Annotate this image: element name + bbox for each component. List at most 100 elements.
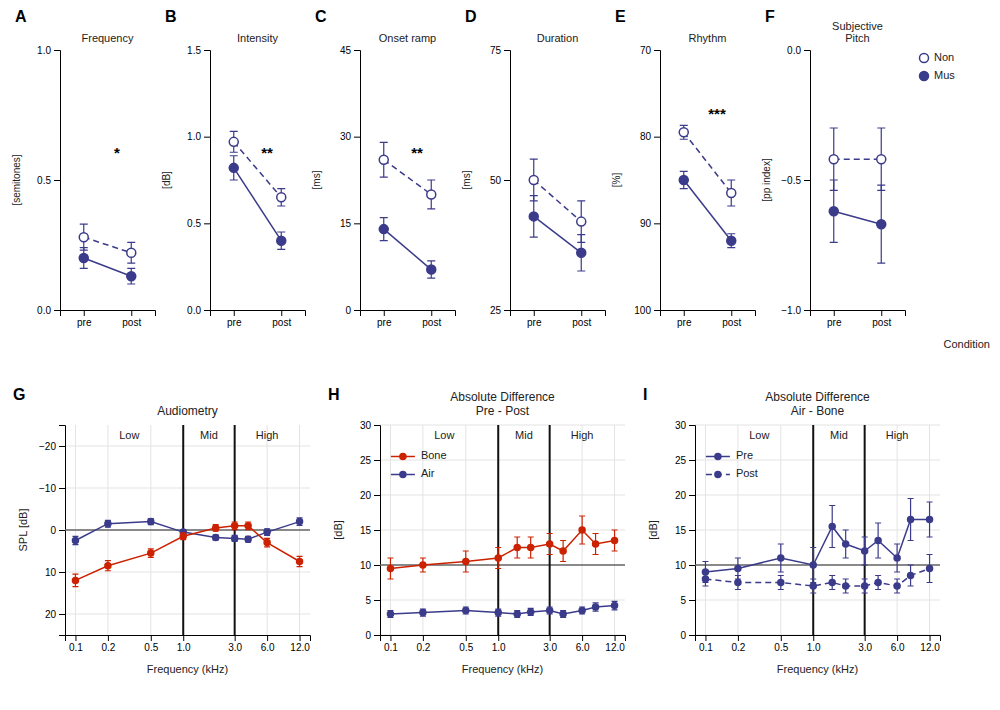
grid-line xyxy=(380,530,625,531)
error-bar xyxy=(427,261,435,278)
grid-line xyxy=(380,495,625,496)
data-point xyxy=(528,545,534,551)
tick-mark xyxy=(59,572,65,573)
data-point xyxy=(379,155,388,164)
data-point xyxy=(727,236,736,245)
error-bar xyxy=(862,537,868,565)
tick-label: 0.5 xyxy=(187,218,201,229)
legend-marker xyxy=(400,472,406,478)
tick-label: 1.5 xyxy=(187,45,201,56)
error-bar xyxy=(127,268,135,284)
y-axis-label: [ms] xyxy=(461,170,472,189)
x-axis: prepost xyxy=(661,310,756,328)
band-label: Mid xyxy=(830,429,848,441)
tick: 10 xyxy=(360,560,380,571)
legend: BoneAir xyxy=(391,449,447,479)
tick-label: 0 xyxy=(50,525,56,536)
tick-label: 0 xyxy=(345,305,351,316)
tick: −10 xyxy=(39,483,65,494)
tick-mark xyxy=(897,635,898,641)
data-point xyxy=(843,583,849,589)
tick-label: 6.0 xyxy=(261,642,275,653)
data-point xyxy=(528,609,534,615)
tick: pre xyxy=(527,310,542,328)
tick: 6.0 xyxy=(891,635,905,653)
legend-item: Post xyxy=(706,467,758,479)
tick-mark xyxy=(204,310,210,311)
data-point xyxy=(105,521,111,527)
error-bar xyxy=(843,579,849,593)
panel: 0.00.51.0prepost*FrequencyA[semitones] xyxy=(11,8,156,328)
title-line: Intensity xyxy=(237,32,278,44)
tick-label: 0.0 xyxy=(787,45,801,56)
title-line: Pre - Post xyxy=(476,404,530,418)
tick: 25 xyxy=(360,455,380,466)
data-point xyxy=(810,583,816,589)
error-bar xyxy=(530,159,538,201)
tick-mark xyxy=(354,223,360,224)
tick-mark xyxy=(59,614,65,615)
data-point xyxy=(560,611,566,617)
data-point xyxy=(427,265,436,274)
significance: *** xyxy=(708,105,726,122)
tick: 1.0 xyxy=(37,45,60,56)
tick-label: 0.5 xyxy=(144,642,158,653)
tick-mark xyxy=(504,310,510,311)
tick: 3.0 xyxy=(858,635,872,653)
tick-label: 6.0 xyxy=(891,642,905,653)
error-bar xyxy=(894,544,900,572)
legend-label: Air xyxy=(421,467,435,479)
tick: 0 xyxy=(50,525,65,536)
grid-line xyxy=(705,425,706,635)
tick-label: 15 xyxy=(360,525,372,536)
grid-line xyxy=(380,425,625,426)
tick: 15 xyxy=(675,525,695,536)
tick: 0.2 xyxy=(731,635,745,653)
legend-label: Non xyxy=(934,51,954,63)
data-point xyxy=(894,555,900,561)
marks xyxy=(695,425,940,635)
tick: pre xyxy=(77,310,92,328)
error-bar xyxy=(547,607,553,614)
grid-line xyxy=(65,488,310,489)
significance: ** xyxy=(411,144,423,161)
tick: post xyxy=(272,310,291,328)
tick-mark xyxy=(59,488,65,489)
data-point xyxy=(495,610,501,616)
tick-mark xyxy=(466,635,467,641)
tick: 1.0 xyxy=(807,635,821,653)
tick-mark xyxy=(738,635,739,641)
tick: 25 xyxy=(675,455,695,466)
tick-mark xyxy=(615,635,616,641)
data-point xyxy=(735,566,741,572)
legend-item: Non xyxy=(920,51,955,63)
error-bar xyxy=(495,609,501,616)
error-bar xyxy=(577,235,585,271)
panel-label: A xyxy=(15,8,27,25)
error-bar xyxy=(680,171,688,188)
tick-label: pre xyxy=(227,317,242,328)
tick: post xyxy=(572,310,591,328)
data-point xyxy=(927,517,933,523)
tick-label: 1.0 xyxy=(807,642,821,653)
y-axis-label: [dB] xyxy=(332,520,344,540)
tick: 1.0 xyxy=(492,635,506,653)
data-point xyxy=(79,233,88,242)
tick-label: 90 xyxy=(640,218,652,229)
grid-line xyxy=(695,530,940,531)
tick-mark xyxy=(930,635,931,641)
tick-label: −1.0 xyxy=(781,305,801,316)
error-bar xyxy=(105,561,111,571)
axis-line xyxy=(804,51,811,311)
band-label: Low xyxy=(749,429,769,441)
data-point xyxy=(593,604,599,610)
legend: PrePost xyxy=(706,449,758,479)
data-point xyxy=(127,248,136,257)
data-point xyxy=(875,580,881,586)
title: SubjectivePitch xyxy=(832,20,883,44)
grid-line xyxy=(380,600,625,601)
tick: 30 xyxy=(340,131,360,142)
tick-mark xyxy=(684,310,685,316)
series-line xyxy=(390,530,614,569)
error-bar xyxy=(875,523,881,558)
